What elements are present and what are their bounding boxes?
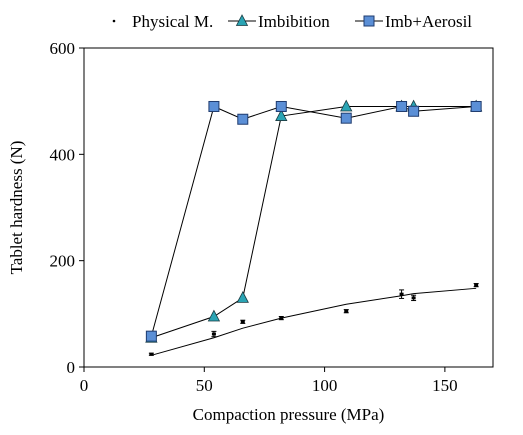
legend-label: Imbibition: [258, 12, 330, 31]
y-axis-label: Tablet hardness (N): [7, 141, 26, 275]
x-tick-label: 0: [80, 376, 89, 395]
data-point: [411, 296, 416, 300]
series-line: [150, 105, 477, 337]
y-tick-label: 400: [50, 145, 76, 164]
data-point: [399, 292, 404, 296]
series-line: [151, 105, 477, 339]
legend: Physical M. Imbibition Imb+Aerosil: [112, 12, 472, 31]
y-tick-label: 200: [50, 252, 76, 271]
legend-label: Physical M.: [132, 12, 213, 31]
series-imbibition: [145, 99, 483, 343]
data-point: [470, 100, 482, 112]
axes: 0 200 400 600 0 50 100 150: [50, 39, 458, 395]
x-tick-label: 150: [432, 376, 458, 395]
series-layer: [145, 99, 483, 356]
trend-line: [151, 287, 477, 356]
legend-label: Imb+Aerosil: [385, 12, 472, 31]
legend-item-imbibition: Imbibition: [228, 12, 330, 31]
x-tick-label: 50: [196, 376, 213, 395]
data-point: [275, 100, 287, 112]
x-axis-label: Compaction pressure (MPa): [193, 405, 385, 424]
data-point: [237, 113, 249, 125]
data-point: [145, 330, 157, 342]
data-point: [149, 352, 154, 356]
series-imb-aerosil: [145, 100, 482, 342]
data-point: [240, 320, 245, 324]
data-point: [207, 309, 221, 322]
data-point: [408, 105, 420, 117]
y-tick-label: 600: [50, 39, 76, 58]
x-tick-label: 100: [312, 376, 338, 395]
legend-marker: [363, 15, 375, 27]
data-point: [474, 283, 479, 287]
data-point: [344, 309, 349, 313]
legend-marker: [235, 14, 249, 26]
legend-marker: [112, 19, 116, 23]
data-point: [275, 109, 288, 121]
data-point: [211, 332, 216, 336]
data-point: [208, 100, 220, 112]
plot-area: [83, 47, 494, 368]
legend-item-physical-m: Physical M.: [112, 12, 213, 31]
series-physical-m: [148, 283, 479, 356]
data-point: [279, 316, 284, 320]
data-point: [340, 112, 352, 124]
data-point: [396, 100, 408, 112]
y-tick-label: 0: [67, 358, 76, 377]
legend-item-imb-aerosil: Imb+Aerosil: [355, 12, 472, 31]
data-point: [236, 291, 249, 303]
data-point: [340, 99, 353, 112]
